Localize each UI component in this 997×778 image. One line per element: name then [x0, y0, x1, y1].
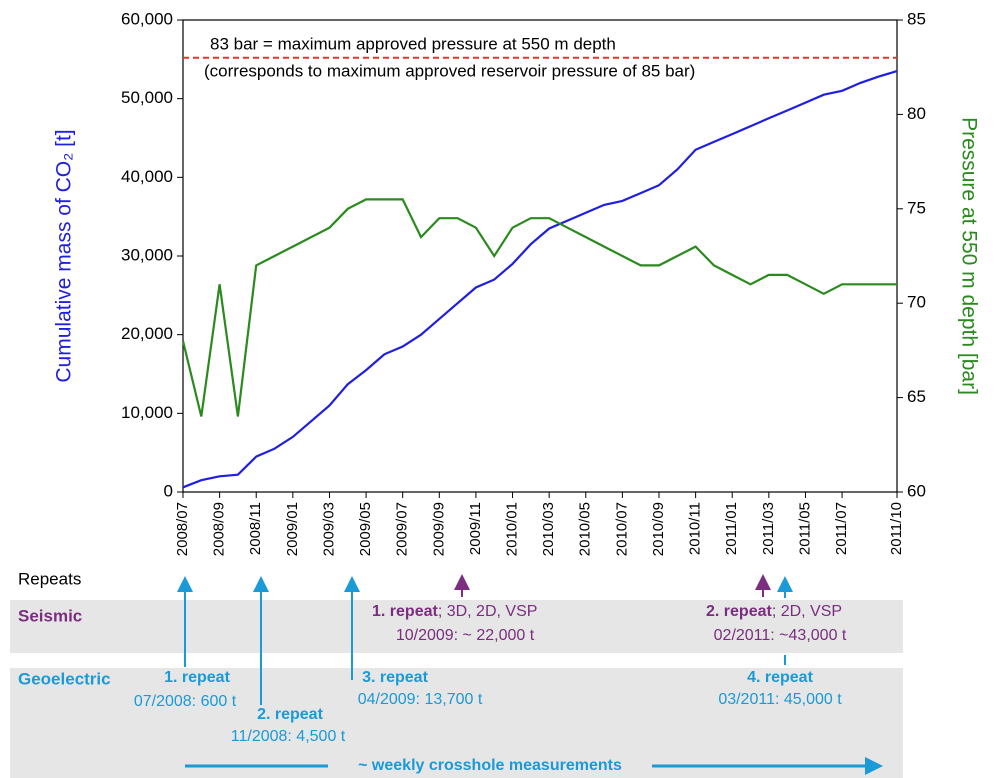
x-tick-label: 2008/11 [247, 502, 264, 555]
repeat-detail: ; 2D, VSP [772, 603, 842, 620]
y-axis-label: Cumulative mass of CO₂ [t] [53, 129, 76, 382]
y2-tick-label: 85 [907, 9, 926, 28]
x-tick-label: 2009/05 [357, 502, 374, 556]
x-tick-label: 2009/01 [284, 502, 301, 556]
x-tick-label: 2009/03 [320, 502, 337, 556]
x-tick-label: 2010/07 [613, 502, 630, 556]
x-tick-label: 2008/07 [174, 502, 191, 556]
x-tick-label: 2010/01 [504, 502, 521, 556]
geoelectric-label: Geoelectric [18, 669, 111, 688]
geoelectric-amount: 03/2011: 45,000 t [718, 691, 842, 708]
x-tick-label: 2011/03 [760, 502, 777, 555]
seismic-amount: 02/2011: ~43,000 t [714, 627, 847, 644]
repeats-label: Repeats [18, 569, 81, 588]
x-tick-label: 2010/05 [577, 502, 594, 556]
geoelectric-repeat: 4. repeat [747, 669, 813, 686]
x-tick-label: 2011/07 [833, 502, 850, 555]
y2-tick-label: 60 [907, 481, 926, 500]
y2-axis-label: Pressure at 550 m depth [bar] [957, 117, 980, 395]
x-tick-label: 2011/05 [796, 502, 813, 555]
data-line [181, 198, 897, 417]
y2-tick-label: 65 [907, 387, 926, 406]
y-tick-label: 50,000 [121, 88, 173, 107]
y2-tick-label: 80 [907, 104, 926, 123]
x-tick-label: 2011/10 [888, 502, 905, 555]
x-tick-label: 2009/11 [467, 502, 484, 555]
repeat-detail: ; 3D, 2D, VSP [438, 603, 538, 620]
y2-tick-label: 75 [907, 198, 926, 217]
x-tick-label: 2008/09 [211, 502, 228, 556]
seismic-repeat: 2. repeat; 2D, VSP [706, 603, 842, 620]
annotation: (corresponds to maximum approved reservo… [204, 61, 695, 80]
y-tick-label: 10,000 [121, 403, 173, 422]
repeat-title: 1. repeat [372, 603, 438, 620]
geoelectric-repeat: 2. repeat [257, 706, 323, 723]
x-tick-label: 2010/11 [687, 502, 704, 555]
y-tick-label: 0 [164, 481, 173, 500]
repeat-title: 2. repeat [706, 603, 772, 620]
y-tick-label: 20,000 [121, 324, 173, 343]
y2-tick-label: 70 [907, 293, 926, 312]
x-tick-label: 2011/01 [723, 502, 740, 555]
y-tick-label: 40,000 [121, 167, 173, 186]
y-tick-label: 30,000 [121, 245, 173, 264]
seismic-repeat: 1. repeat; 3D, 2D, VSP [372, 603, 537, 620]
annotation: 83 bar = maximum approved pressure at 55… [210, 34, 616, 53]
crosshole-label: ~ weekly crosshole measurements [358, 757, 622, 774]
x-tick-label: 2009/07 [394, 502, 411, 556]
y-tick-label: 60,000 [121, 9, 173, 28]
geoelectric-amount: 04/2009: 13,700 t [358, 691, 483, 708]
seismic-amount: 10/2009: ~ 22,000 t [396, 627, 535, 644]
geoelectric-amount: 07/2008: 600 t [134, 693, 237, 710]
x-tick-label: 2010/09 [650, 502, 667, 556]
geoelectric-band [10, 668, 903, 778]
x-tick-label: 2009/09 [430, 502, 447, 556]
seismic-band [10, 600, 903, 653]
plot-frame [182, 19, 898, 493]
data-line [182, 70, 898, 489]
geoelectric-amount: 11/2008: 4,500 t [231, 728, 346, 745]
geoelectric-repeat: 3. repeat [362, 669, 428, 686]
seismic-label: Seismic [18, 606, 82, 625]
x-tick-label: 2010/03 [540, 502, 557, 556]
geoelectric-repeat: 1. repeat [164, 669, 230, 686]
